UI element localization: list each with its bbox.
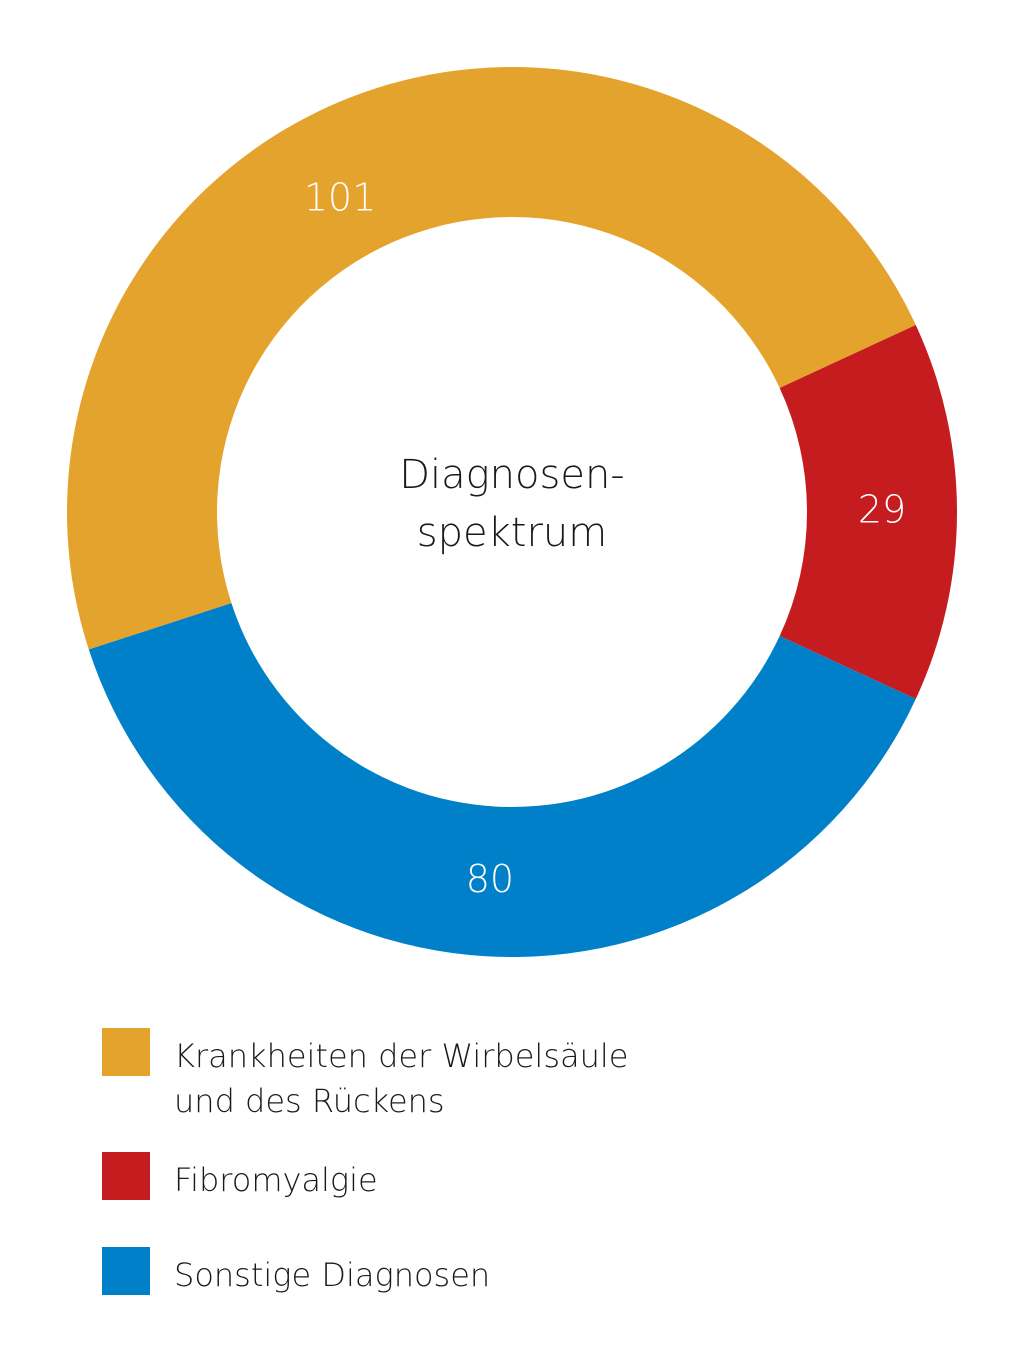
legend-item-sonstige: Sonstige Diagnosen [102, 1247, 490, 1298]
legend-swatch-wirbelsaeule [102, 1028, 150, 1076]
donut-slice-sonstige [88, 603, 916, 958]
center-title-line-2: spektrum [417, 510, 607, 556]
center-title-line-1: Diagnosen- [399, 452, 625, 498]
slice-value-label-fibromyalgie: 29 [858, 488, 906, 532]
donut-value-labels: 101 29 80 [304, 176, 906, 901]
donut-slice-wirbelsaeule [67, 67, 916, 650]
legend-item-fibromyalgie: Fibromyalgie [102, 1152, 378, 1203]
legend-swatch-sonstige [102, 1247, 150, 1295]
legend-swatch-fibromyalgie [102, 1152, 150, 1200]
donut-chart: 101 29 80 Diagnosen- spektrum [67, 67, 957, 958]
donut-slices [67, 67, 957, 958]
slice-value-label-wirbelsaeule: 101 [304, 176, 377, 220]
legend-label-sonstige: Sonstige Diagnosen [174, 1256, 491, 1294]
legend-label-fibromyalgie: Fibromyalgie [174, 1161, 378, 1199]
donut-slice-fibromyalgie [779, 324, 957, 700]
slice-value-label-sonstige: 80 [466, 857, 514, 901]
legend-item-wirbelsaeule: Krankheiten der Wirbelsäule und des Rück… [102, 1028, 628, 1124]
legend-label-wirbelsaeule: Krankheiten der Wirbelsäule und des Rück… [174, 1037, 629, 1120]
